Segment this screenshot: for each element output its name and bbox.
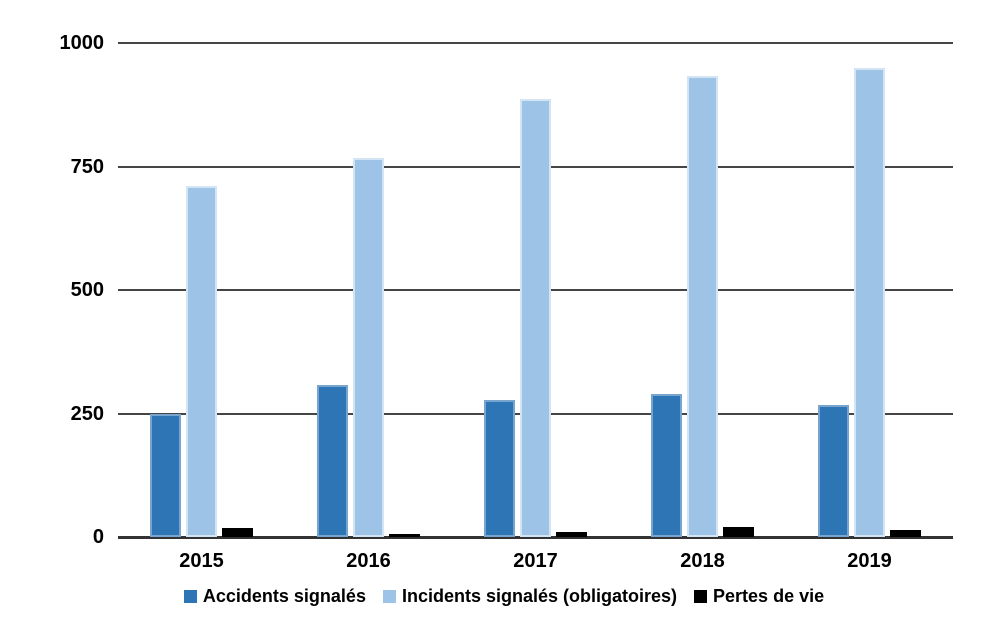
y-tick-label: 750: [70, 155, 104, 178]
bar-2016-series-2: [389, 534, 420, 537]
x-category-label: 2018: [680, 550, 725, 572]
bar-2017-series-2: [556, 531, 587, 537]
y-tick-label: 250: [70, 402, 104, 425]
legend-swatch-icon: [382, 590, 396, 603]
y-tick-label: 1000: [59, 32, 105, 54]
bar-2016-series-1: [353, 158, 384, 537]
bar-2015-series-2: [222, 527, 253, 537]
legend-label: Pertes de vie: [713, 585, 825, 606]
bar-2019-series-0: [818, 405, 849, 537]
legend-item-1: Incidents signalés (obligatoires): [382, 585, 678, 607]
x-category-label: 2017: [513, 550, 558, 572]
y-tick-label: 500: [70, 279, 104, 301]
y-tick-label: 0: [92, 526, 104, 548]
x-category-label: 2016: [346, 550, 391, 572]
bar-2016-series-0: [317, 384, 348, 537]
bar-2019-series-1: [854, 68, 885, 537]
bar-2018-series-2: [723, 526, 754, 537]
legend-item-0: Accidents signalés: [183, 585, 366, 607]
bar-2017-series-1: [520, 98, 551, 537]
gridline: [118, 42, 953, 44]
bar-2015-series-1: [186, 186, 217, 537]
bar-2018-series-0: [651, 393, 682, 537]
legend-item-2: Pertes de vie: [694, 586, 824, 607]
legend-swatch-icon: [183, 590, 197, 603]
legend-swatch-icon: [694, 590, 708, 603]
bar-2015-series-0: [150, 413, 181, 537]
legend-label: Incidents signalés (obligatoires): [401, 585, 678, 606]
legend: Accidents signalés Incidents signalés (ob…: [0, 581, 1008, 611]
bar-2018-series-1: [687, 76, 718, 537]
bar-2019-series-2: [890, 530, 921, 537]
bar-2017-series-0: [484, 399, 515, 537]
x-axis-line: [118, 536, 953, 539]
legend-label: Accidents signalés: [202, 585, 366, 606]
x-category-label: 2019: [847, 550, 892, 572]
x-category-label: 2015: [179, 550, 224, 572]
